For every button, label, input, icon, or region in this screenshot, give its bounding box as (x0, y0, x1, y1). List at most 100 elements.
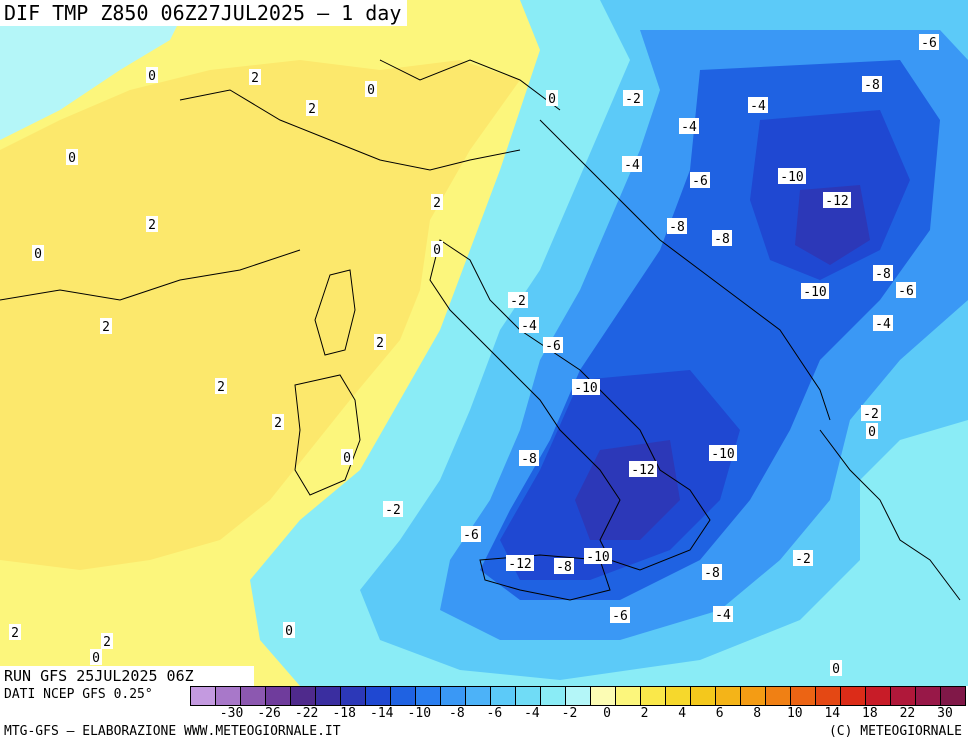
contour-label-text: 0 (832, 662, 840, 677)
contour-label-box (896, 282, 916, 298)
contour-label-text: -4 (750, 99, 766, 114)
contour-label-box (272, 414, 284, 430)
contour-label-text: 0 (433, 243, 441, 258)
contour-label: 0 (830, 660, 842, 677)
contour-label-box (572, 379, 600, 395)
contour-label-text: -8 (556, 560, 572, 575)
contour-label-box (713, 606, 733, 622)
contour-label-box (873, 315, 893, 331)
contour-label-text: 0 (343, 451, 351, 466)
contour-label-text: -8 (521, 452, 537, 467)
contour-label: -10 (778, 168, 806, 185)
contour-label-text: -12 (631, 463, 654, 478)
contour-label-text: 2 (102, 320, 110, 335)
colorbar-swatch (341, 687, 366, 705)
contour-label: -2 (383, 501, 403, 518)
colorbar-swatch (591, 687, 616, 705)
contour-label: -6 (896, 282, 916, 299)
colorbar-tick-label: 4 (678, 706, 687, 721)
contour-label-box (100, 318, 112, 334)
contour-label: -6 (543, 337, 563, 354)
colorbar-swatch (916, 687, 941, 705)
contour-label: -2 (793, 550, 813, 567)
contour-label-box (306, 100, 318, 116)
contour-label: -4 (748, 97, 768, 114)
contour-label-box (830, 660, 842, 676)
colorbar-tick-label: -10 (407, 706, 432, 721)
colorbar-swatch (466, 687, 491, 705)
border-north (379, 59, 561, 111)
contour-label: -4 (873, 315, 893, 332)
contour-label-text: -6 (545, 339, 561, 354)
colorbar-tick-label: -4 (524, 706, 540, 721)
contour-label: -12 (629, 461, 657, 478)
contour-label: -2 (861, 405, 881, 422)
contour-label-box (610, 607, 630, 623)
contour-label-box (90, 649, 102, 665)
colorbar-tick-label: 10 (786, 706, 803, 721)
contour-label-box (712, 230, 732, 246)
data-source: DATI NCEP GFS 0.25° (4, 687, 153, 702)
geographic-boundaries (0, 59, 961, 601)
contour-label-box (519, 317, 539, 333)
contour-label: 0 (66, 149, 78, 166)
coastline-corsica (314, 269, 356, 356)
contour-label-text: 0 (68, 151, 76, 166)
contour-label-text: -10 (574, 381, 597, 396)
contour-label-text: 0 (34, 247, 42, 262)
contour-label-box (461, 526, 481, 542)
contour-label: -12 (506, 555, 534, 572)
contour-label: 0 (546, 90, 558, 107)
colorbar-swatch (941, 687, 965, 705)
contour-label: -6 (919, 34, 939, 51)
colorbar-tick-label: -8 (449, 706, 465, 721)
contour-label-box (543, 337, 563, 353)
coastline-sardinia (294, 374, 361, 496)
contour-label: -8 (873, 265, 893, 282)
contour-label-text: -4 (875, 317, 891, 332)
contour-label-text: -8 (669, 220, 685, 235)
contour-label: -6 (461, 526, 481, 543)
colorbar-swatch (691, 687, 716, 705)
colorbar-swatch (366, 687, 391, 705)
contour-label-text: -8 (704, 566, 720, 581)
colorbar-tick-label: 8 (753, 706, 762, 721)
contour-label: -2 (623, 90, 643, 107)
contour-label: 0 (146, 67, 158, 84)
contour-label-text: 2 (217, 380, 225, 395)
colorbar-tick-label: 22 (899, 706, 916, 721)
contour-label-text: 2 (11, 626, 19, 641)
contour-label-box (341, 449, 353, 465)
contour-label-box (801, 283, 829, 299)
contour-label-text: -2 (863, 407, 879, 422)
colorbar-tick-label: -14 (369, 706, 394, 721)
contour-label-box (383, 501, 403, 517)
contour-label-box (667, 218, 687, 234)
colorbar-swatch (816, 687, 841, 705)
colorbar-swatch (216, 687, 241, 705)
contour-label-text: -6 (463, 528, 479, 543)
colorbar-swatch (891, 687, 916, 705)
contour-label-box (431, 241, 443, 257)
colorbar-tick-label: 14 (824, 706, 841, 721)
contour-label-box (679, 118, 699, 134)
contour-label: 0 (341, 449, 353, 466)
footer-copyright: (C) METEOGIORNALE (828, 724, 962, 739)
contour-label: 2 (9, 624, 21, 641)
colorbar-swatch (866, 687, 891, 705)
contour-label: 0 (32, 245, 44, 262)
contour-label-box (866, 423, 878, 439)
coastline-greece (819, 429, 961, 601)
contour-label-text: -4 (715, 608, 731, 623)
contour-label-box (431, 194, 443, 210)
colorbar-swatch (266, 687, 291, 705)
contour-label-box (873, 265, 893, 281)
run-info-background (0, 666, 254, 686)
contour-label: -12 (823, 192, 851, 209)
contour-label: -10 (801, 283, 829, 300)
contour-label: -8 (667, 218, 687, 235)
run-info: RUN GFS 25JUL2025 06Z (4, 667, 194, 685)
contour-label: -8 (554, 558, 574, 575)
contour-label-box (919, 34, 939, 50)
